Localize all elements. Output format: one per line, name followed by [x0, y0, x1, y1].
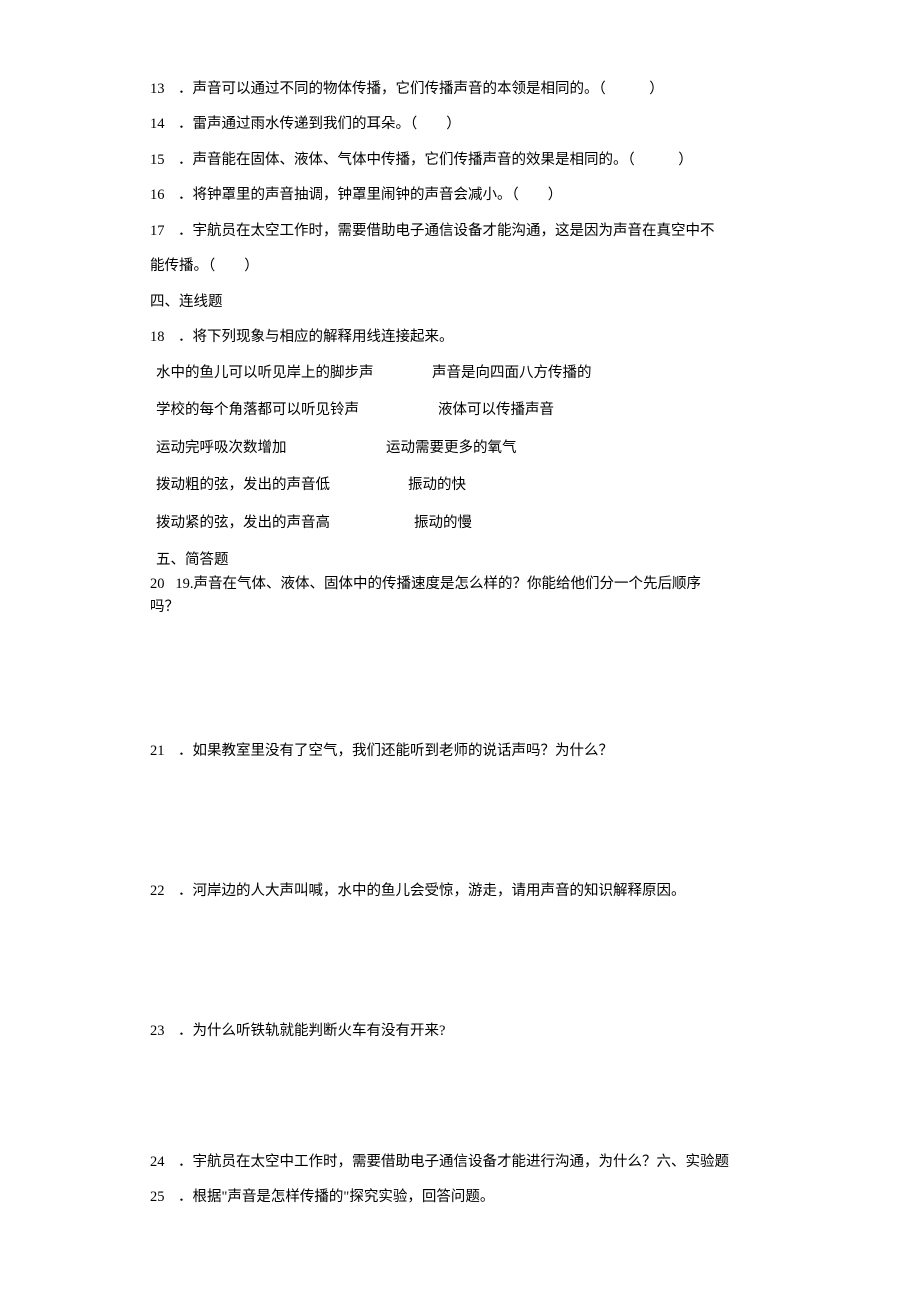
- question-19-line1: 20 19.声音在气体、液体、固体中的传播速度是怎么样的？你能给他们分一个先后顺…: [150, 573, 770, 595]
- answer-space-19: [150, 620, 770, 740]
- question-25: 25．根据"声音是怎样传播的"探究实验，回答问题。: [150, 1186, 770, 1208]
- match-right-2: 运动需要更多的氧气: [386, 437, 517, 459]
- q17-text: ．宇航员在太空工作时，需要借助电子通信设备才能沟通，这是因为声音在真空中不: [178, 223, 715, 239]
- match-left-1: 学校的每个角落都可以听见铃声: [156, 399, 438, 421]
- question-19-cont: 吗？: [150, 596, 770, 618]
- match-right-3: 振动的快: [408, 474, 466, 496]
- question-16: 16．将钟罩里的声音抽调，钟罩里闹钟的声音会减小。（ ）: [150, 184, 770, 206]
- section-5-header: 五、简答题: [150, 549, 770, 571]
- match-left-0: 水中的鱼儿可以听见岸上的脚步声: [156, 362, 432, 384]
- answer-space-23: [150, 1056, 770, 1151]
- answer-space-22: [150, 915, 770, 1020]
- q15-text: ．声音能在固体、液体、气体中传播，它们传播声音的效果是相同的。（ ）: [178, 152, 693, 168]
- q25-text: ．根据"声音是怎样传播的"探究实验，回答问题。: [178, 1189, 494, 1205]
- match-row-3: 拨动粗的弦，发出的声音低 振动的快: [150, 474, 770, 496]
- match-right-1: 液体可以传播声音: [438, 399, 554, 421]
- q18-text: ．将下列现象与相应的解释用线连接起来。: [178, 329, 454, 345]
- match-left-4: 拨动紧的弦，发出的声音高: [156, 512, 414, 534]
- q21-num: 21: [150, 740, 178, 762]
- question-22: 22．河岸边的人大声叫喊，水中的鱼儿会受惊，游走，请用声音的知识解释原因。: [150, 880, 770, 902]
- answer-space-21: [150, 775, 770, 880]
- q17-num: 17: [150, 220, 178, 242]
- section-4-header: 四、连线题: [150, 291, 770, 313]
- question-18: 18．将下列现象与相应的解释用线连接起来。: [150, 326, 770, 348]
- question-17-cont: 能传播。（ ）: [150, 255, 770, 277]
- q16-num: 16: [150, 184, 178, 206]
- q15-num: 15: [150, 149, 178, 171]
- match-row-4: 拨动紧的弦，发出的声音高 振动的慢: [150, 512, 770, 534]
- q13-text: ．声音可以通过不同的物体传播，它们传播声音的本领是相同的。（ ）: [178, 81, 664, 97]
- q19-text: 19.声音在气体、液体、固体中的传播速度是怎么样的？你能给他们分一个先后顺序: [175, 576, 701, 592]
- match-left-2: 运动完呼吸次数增加: [156, 437, 386, 459]
- question-23: 23．为什么听铁轨就能判断火车有没有开来?: [150, 1020, 770, 1042]
- q22-text: ．河岸边的人大声叫喊，水中的鱼儿会受惊，游走，请用声音的知识解释原因。: [178, 883, 686, 899]
- question-13: 13．声音可以通过不同的物体传播，它们传播声音的本领是相同的。（ ）: [150, 78, 770, 100]
- match-right-4: 振动的慢: [414, 512, 472, 534]
- q23-num: 23: [150, 1020, 178, 1042]
- question-21: 21．如果教室里没有了空气，我们还能听到老师的说话声吗？为什么？: [150, 740, 770, 762]
- match-left-3: 拨动粗的弦，发出的声音低: [156, 474, 408, 496]
- question-24: 24．宇航员在太空中工作时，需要借助电子通信设备才能进行沟通，为什么？六、实验题: [150, 1151, 770, 1173]
- q13-num: 13: [150, 78, 178, 100]
- q20-prefix: 20: [150, 576, 165, 592]
- q16-text: ．将钟罩里的声音抽调，钟罩里闹钟的声音会减小。（ ）: [178, 187, 562, 203]
- q14-num: 14: [150, 113, 178, 135]
- q23-text: ．为什么听铁轨就能判断火车有没有开来?: [178, 1023, 445, 1039]
- question-17: 17．宇航员在太空工作时，需要借助电子通信设备才能沟通，这是因为声音在真空中不: [150, 220, 770, 242]
- match-row-2: 运动完呼吸次数增加 运动需要更多的氧气: [150, 437, 770, 459]
- q21-text: ．如果教室里没有了空气，我们还能听到老师的说话声吗？为什么？: [178, 743, 613, 759]
- match-row-0: 水中的鱼儿可以听见岸上的脚步声 声音是向四面八方传播的: [150, 362, 770, 384]
- q18-num: 18: [150, 326, 178, 348]
- match-row-1: 学校的每个角落都可以听见铃声 液体可以传播声音: [150, 399, 770, 421]
- q24-num: 24: [150, 1151, 178, 1173]
- question-15: 15．声音能在固体、液体、气体中传播，它们传播声音的效果是相同的。（ ）: [150, 149, 770, 171]
- q25-num: 25: [150, 1186, 178, 1208]
- q14-text: ．雷声通过雨水传递到我们的耳朵。（ ）: [178, 116, 461, 132]
- question-14: 14．雷声通过雨水传递到我们的耳朵。（ ）: [150, 113, 770, 135]
- match-right-0: 声音是向四面八方传播的: [432, 362, 592, 384]
- q22-num: 22: [150, 880, 178, 902]
- q24-text: ．宇航员在太空中工作时，需要借助电子通信设备才能进行沟通，为什么？六、实验题: [178, 1154, 729, 1170]
